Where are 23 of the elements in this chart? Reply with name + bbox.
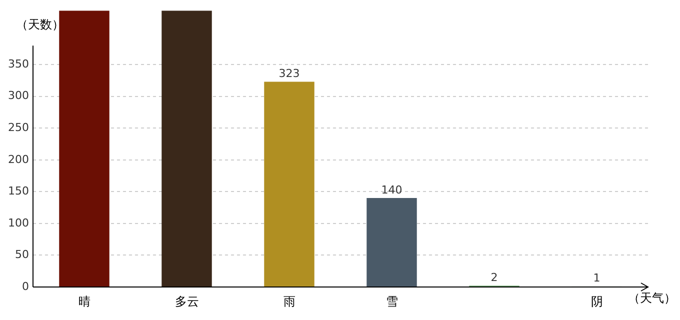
y-tick-label: 50	[15, 248, 29, 262]
x-tick-label: 晴	[78, 294, 90, 308]
data-label: 140	[381, 183, 402, 196]
x-tick-label: 阴	[590, 294, 603, 308]
y-tick-label: 350	[8, 57, 29, 70]
x-tick-label: 多云	[174, 294, 199, 308]
bar	[59, 10, 110, 286]
data-label: 323	[278, 67, 300, 80]
y-tick-label: 0	[22, 280, 29, 293]
bar	[162, 10, 212, 286]
y-tick-label: 300	[8, 89, 29, 102]
bar	[264, 82, 314, 286]
y-tick-label: 250	[8, 121, 29, 134]
data-label: 2	[490, 271, 498, 284]
data-label: 1	[593, 272, 600, 285]
x-tick-label: 雨	[283, 294, 296, 308]
bar	[366, 198, 417, 286]
x-axis-title: （天气）	[628, 291, 676, 306]
y-tick-label: 100	[8, 216, 29, 230]
y-axis-title: （天数）	[16, 18, 64, 32]
y-tick-label: 200	[8, 152, 29, 166]
x-tick-label: 雪	[386, 294, 398, 308]
y-tick-label: 150	[8, 184, 29, 198]
